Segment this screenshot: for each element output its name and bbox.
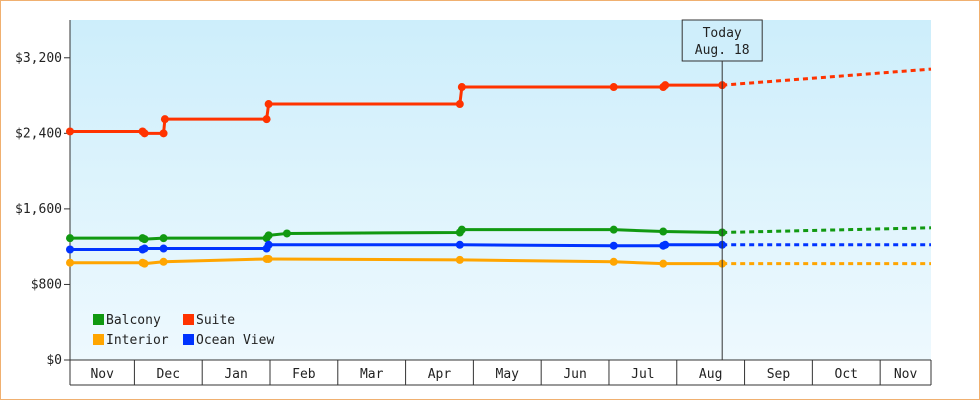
series-ocean-view bbox=[66, 240, 931, 254]
legend: Balcony Suite Interior Ocean View bbox=[93, 313, 274, 348]
legend-item-interior: Interior bbox=[93, 333, 169, 348]
x-tick-label: Jan bbox=[224, 367, 247, 382]
data-point bbox=[457, 225, 466, 234]
legend-swatch bbox=[93, 334, 104, 345]
x-tick-label: Apr bbox=[428, 367, 452, 382]
x-tick-label: Jul bbox=[631, 367, 654, 382]
legend-label: Suite bbox=[196, 313, 235, 328]
legend-label: Interior bbox=[106, 333, 169, 348]
today-label: Today bbox=[703, 26, 742, 41]
x-tick-label: Dec bbox=[157, 367, 180, 382]
data-point bbox=[264, 100, 273, 109]
data-point bbox=[455, 100, 464, 109]
x-axis: Nov Dec Jan Feb Mar Apr May Jun Jul Aug Sep Oct Nov bbox=[69, 359, 932, 386]
data-point bbox=[457, 83, 466, 92]
data-point bbox=[609, 241, 618, 250]
data-point bbox=[659, 227, 668, 236]
data-point bbox=[264, 254, 273, 263]
data-point bbox=[262, 115, 271, 124]
data-point bbox=[66, 127, 74, 136]
data-point bbox=[159, 244, 168, 253]
series-interior bbox=[66, 254, 931, 268]
x-tick-label: Mar bbox=[360, 367, 384, 382]
data-point bbox=[282, 229, 291, 238]
plot-background bbox=[70, 20, 931, 360]
projection-line bbox=[722, 226, 932, 234]
x-tick-label: Nov bbox=[90, 367, 114, 382]
x-tick-label: Sep bbox=[767, 367, 791, 382]
x-tick-label: Oct bbox=[835, 367, 858, 382]
x-tick-label: May bbox=[496, 367, 520, 382]
y-tick-label: $800 bbox=[31, 277, 62, 292]
today-box bbox=[681, 19, 763, 62]
data-point bbox=[609, 257, 618, 266]
data-point bbox=[159, 129, 168, 138]
legend-swatch bbox=[93, 314, 104, 325]
data-point bbox=[159, 257, 168, 266]
data-point bbox=[66, 234, 74, 243]
data-point bbox=[661, 240, 670, 249]
legend-item-suite: Suite bbox=[183, 313, 235, 328]
data-point bbox=[66, 258, 74, 267]
legend-item-balcony: Balcony bbox=[93, 313, 161, 328]
today-date: Aug. 18 bbox=[695, 43, 750, 58]
legend-swatch bbox=[183, 314, 194, 325]
legend-swatch bbox=[183, 334, 194, 345]
x-tick-label: Feb bbox=[292, 367, 316, 382]
data-point bbox=[455, 255, 464, 264]
legend-item-ocean-view: Ocean View bbox=[183, 333, 274, 348]
data-point bbox=[609, 83, 618, 92]
y-tick-label: $0 bbox=[46, 353, 62, 368]
data-point bbox=[661, 81, 670, 90]
projection-line bbox=[722, 67, 932, 87]
legend-label: Ocean View bbox=[196, 333, 274, 348]
series-balcony bbox=[66, 225, 932, 244]
legend-label: Balcony bbox=[106, 313, 161, 328]
data-point bbox=[140, 259, 149, 268]
x-tick-label: Nov bbox=[894, 367, 918, 382]
y-tick-label: $3,200 bbox=[15, 51, 62, 66]
data-point bbox=[455, 240, 464, 249]
today-marker: Today Aug. 18 bbox=[681, 19, 763, 360]
data-point bbox=[160, 115, 169, 124]
data-point bbox=[264, 231, 273, 240]
series-suite bbox=[66, 67, 932, 138]
y-tick-label: $2,400 bbox=[15, 126, 62, 141]
x-tick-label: Jun bbox=[563, 367, 586, 382]
data-point bbox=[159, 234, 168, 243]
data-point bbox=[140, 244, 149, 253]
x-tick-label: Aug bbox=[699, 367, 722, 382]
data-point bbox=[140, 129, 149, 138]
data-point bbox=[609, 225, 618, 234]
data-point bbox=[264, 240, 273, 249]
y-axis: $0 $800 $1,600 $2,400 $3,200 bbox=[15, 20, 71, 368]
y-tick-label: $1,600 bbox=[15, 202, 62, 217]
data-point bbox=[659, 259, 668, 268]
data-point bbox=[140, 235, 149, 244]
series-layer bbox=[66, 67, 932, 268]
data-point bbox=[66, 245, 74, 254]
